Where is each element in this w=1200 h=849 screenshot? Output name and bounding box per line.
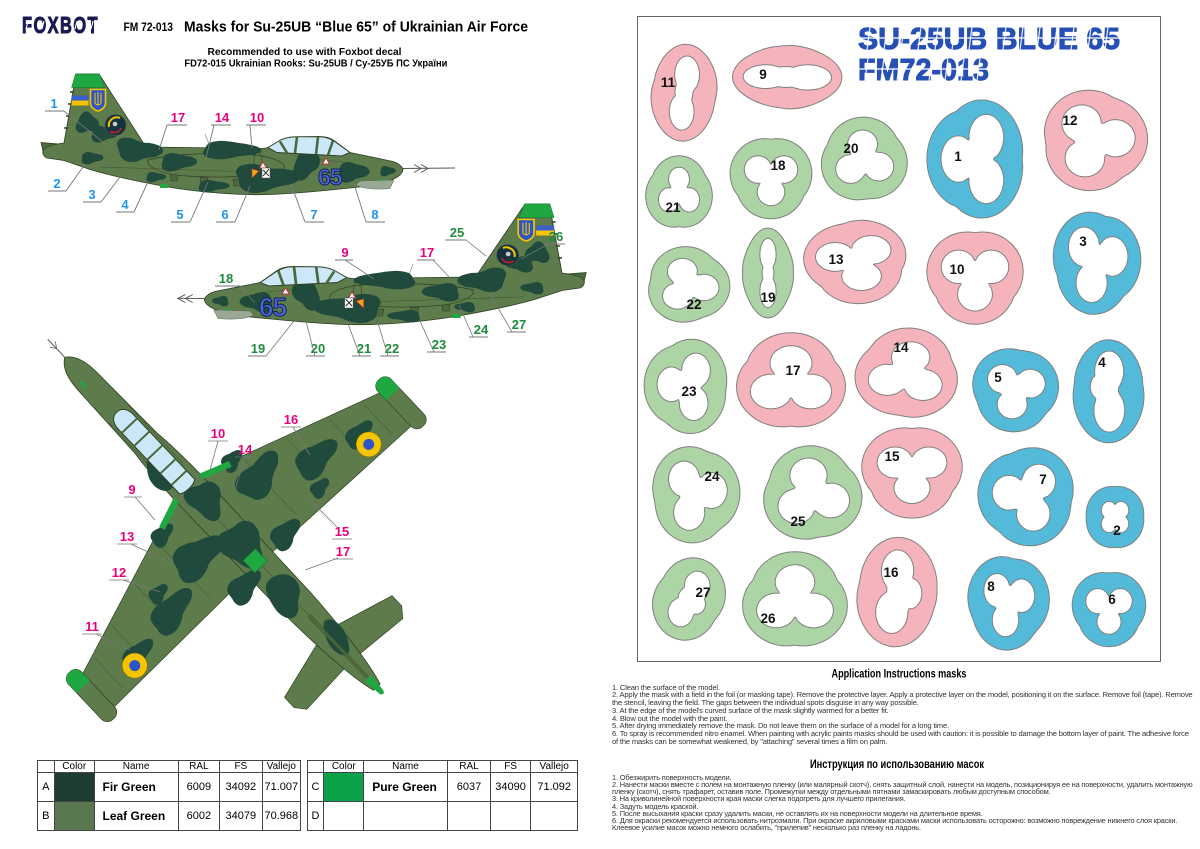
- svg-text:18: 18: [219, 271, 233, 286]
- svg-text:Инструкция по использованию ма: Инструкция по использованию масок: [810, 757, 985, 771]
- svg-text:13: 13: [828, 252, 844, 267]
- svg-text:16: 16: [284, 412, 298, 427]
- svg-text:19: 19: [251, 341, 265, 356]
- svg-text:12: 12: [112, 565, 126, 580]
- svg-text:9: 9: [128, 482, 135, 497]
- svg-text:11: 11: [661, 75, 676, 90]
- svg-text:25: 25: [790, 514, 806, 529]
- svg-text:22: 22: [385, 341, 399, 356]
- svg-text:7: 7: [310, 207, 317, 222]
- svg-text:5: 5: [176, 207, 183, 222]
- svg-text:17: 17: [785, 363, 800, 378]
- svg-text:24: 24: [704, 469, 720, 484]
- svg-text:FM 72-013: FM 72-013: [124, 22, 174, 34]
- svg-text:15: 15: [884, 449, 900, 464]
- svg-text:6: 6: [221, 207, 228, 222]
- svg-text:3: 3: [1079, 234, 1087, 249]
- svg-text:21: 21: [665, 200, 681, 215]
- svg-text:8: 8: [371, 207, 378, 222]
- svg-text:FD72-015 Ukrainian Rooks: Su-2: FD72-015 Ukrainian Rooks: Su-25UB / Су-2…: [184, 58, 447, 70]
- svg-text:26: 26: [760, 611, 776, 626]
- svg-text:22: 22: [686, 297, 701, 312]
- svg-text:14: 14: [215, 110, 230, 125]
- svg-text:10: 10: [211, 426, 225, 441]
- svg-text:Application Instructions masks: Application Instructions masks: [832, 667, 967, 681]
- svg-text:20: 20: [843, 141, 858, 156]
- svg-text:27: 27: [512, 317, 526, 332]
- svg-text:26: 26: [549, 229, 563, 244]
- svg-text:14: 14: [893, 340, 909, 355]
- svg-text:1: 1: [50, 96, 57, 111]
- svg-text:3: 3: [88, 187, 95, 202]
- svg-text:2: 2: [1113, 523, 1121, 538]
- svg-text:65: 65: [259, 292, 286, 322]
- svg-text:24: 24: [474, 322, 489, 337]
- svg-text:8: 8: [987, 579, 995, 594]
- svg-text:9: 9: [341, 245, 348, 260]
- svg-text:14: 14: [238, 442, 253, 457]
- svg-text:23: 23: [681, 384, 697, 399]
- svg-text:17: 17: [336, 544, 350, 559]
- svg-text:FOXBOT: FOXBOT: [22, 12, 99, 38]
- svg-text:18: 18: [770, 158, 786, 173]
- svg-text:1: 1: [954, 149, 962, 164]
- svg-text:Recommended to use with Foxbot: Recommended to use with Foxbot decal: [208, 46, 402, 58]
- svg-text:12: 12: [1062, 113, 1077, 128]
- svg-text:21: 21: [357, 341, 371, 356]
- svg-text:4: 4: [1098, 355, 1106, 370]
- svg-text:7: 7: [1039, 472, 1047, 487]
- svg-text:4: 4: [121, 197, 129, 212]
- svg-text:23: 23: [432, 337, 446, 352]
- svg-text:17: 17: [171, 110, 185, 125]
- svg-text:16: 16: [883, 565, 899, 580]
- svg-text:10: 10: [250, 110, 264, 125]
- svg-text:6: 6: [1108, 592, 1116, 607]
- svg-text:2: 2: [53, 176, 60, 191]
- svg-text:9: 9: [759, 67, 767, 82]
- svg-text:25: 25: [450, 225, 464, 240]
- svg-text:13: 13: [120, 529, 134, 544]
- svg-text:65: 65: [318, 164, 343, 190]
- svg-text:27: 27: [695, 585, 710, 600]
- svg-text:Masks for Su-25UB “Blue 65” of: Masks for Su-25UB “Blue 65” of Ukrainian…: [184, 20, 528, 36]
- svg-text:10: 10: [949, 262, 964, 277]
- svg-text:15: 15: [335, 524, 349, 539]
- svg-text:5: 5: [994, 370, 1002, 385]
- svg-text:19: 19: [760, 290, 775, 305]
- svg-text:17: 17: [420, 245, 434, 260]
- svg-text:11: 11: [85, 619, 99, 634]
